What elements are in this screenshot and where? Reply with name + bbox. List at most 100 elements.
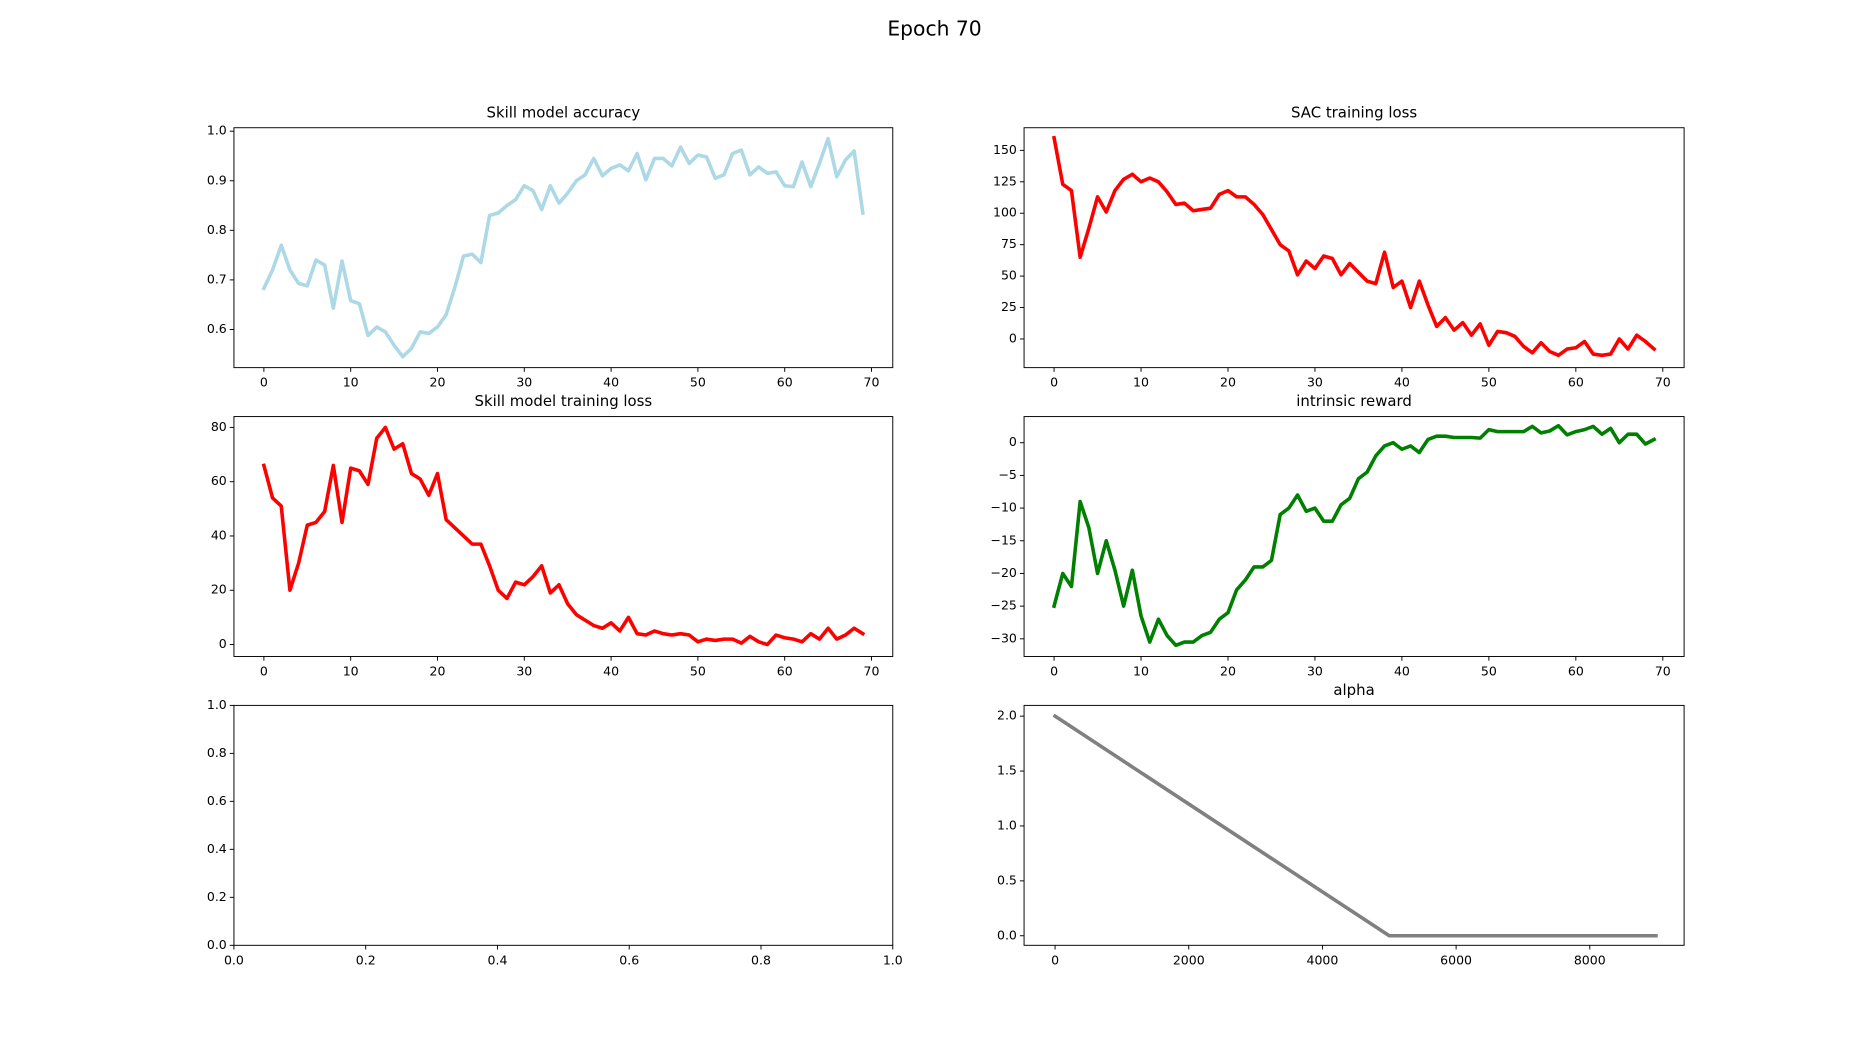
y-tick-label: −20 — [990, 565, 1016, 580]
y-tick-label: 0.0 — [997, 927, 1017, 942]
x-tick-label: 60 — [777, 375, 793, 390]
x-tick-label: 0 — [1050, 375, 1058, 390]
x-tick-label: 0.4 — [488, 952, 508, 967]
x-tick-label: 10 — [1133, 663, 1149, 678]
y-tick-label: 0 — [1009, 434, 1017, 449]
axes-frame — [233, 127, 894, 369]
subplot-title: alpha — [1333, 681, 1374, 699]
y-tick-label: 0.4 — [207, 841, 227, 856]
x-tick-label: 60 — [1568, 663, 1584, 678]
y-tick-label: 80 — [211, 419, 227, 434]
y-tick-label: 40 — [211, 527, 227, 542]
y-tick-label: 0.6 — [207, 321, 227, 336]
y-tick-label: 0.5 — [997, 872, 1017, 887]
x-tick-label: 0 — [260, 375, 268, 390]
x-tick-label: 40 — [1394, 375, 1410, 390]
axes-frame — [1023, 416, 1685, 657]
x-tick-label: 4000 — [1307, 952, 1339, 967]
x-tick-label: 60 — [1568, 375, 1584, 390]
plot-area — [1051, 423, 1657, 648]
x-tick-label: 2000 — [1173, 952, 1205, 967]
x-tick-label: 70 — [864, 663, 880, 678]
y-tick-label: 125 — [993, 173, 1017, 188]
x-tick-label: 10 — [343, 375, 359, 390]
x-tick-label: 70 — [1655, 375, 1671, 390]
y-tick-label: 150 — [993, 142, 1017, 157]
y-tick-label: 50 — [1001, 268, 1017, 283]
y-tick-label: 0.7 — [207, 271, 227, 286]
y-tick-label: 60 — [211, 473, 227, 488]
subplot-title: Skill model training loss — [475, 392, 653, 410]
y-tick-label: 1.0 — [997, 817, 1017, 832]
y-tick-label: 100 — [993, 205, 1017, 220]
x-tick-label: 40 — [603, 375, 619, 390]
subplot-title: SAC training loss — [1291, 103, 1417, 121]
x-tick-label: 50 — [1481, 663, 1497, 678]
axes-frame — [233, 416, 894, 657]
y-tick-label: −30 — [990, 630, 1016, 645]
x-tick-label: 0.8 — [751, 952, 771, 967]
data-line — [1051, 423, 1657, 648]
x-tick-label: 0.6 — [619, 952, 639, 967]
y-tick-label: −15 — [990, 532, 1016, 547]
x-tick-label: 6000 — [1440, 952, 1472, 967]
y-tick-label: −10 — [990, 500, 1016, 515]
x-tick-label: 20 — [430, 663, 446, 678]
y-tick-label: 1.0 — [207, 123, 227, 138]
data-line — [1051, 135, 1657, 358]
x-tick-label: 40 — [603, 663, 619, 678]
y-tick-label: 1.5 — [997, 763, 1017, 778]
x-tick-label: 30 — [516, 375, 532, 390]
y-tick-label: 0 — [1009, 330, 1017, 345]
x-tick-label: 30 — [1307, 663, 1323, 678]
x-tick-label: 1.0 — [883, 952, 903, 967]
subplot-title: Skill model accuracy — [487, 103, 641, 121]
x-tick-label: 20 — [1220, 663, 1236, 678]
y-tick-label: −25 — [990, 598, 1016, 613]
x-tick-label: 30 — [1307, 375, 1323, 390]
x-tick-label: 50 — [1481, 375, 1497, 390]
figure-title: Epoch 70 — [887, 16, 981, 40]
plot-area — [261, 136, 865, 359]
x-tick-label: 30 — [516, 663, 532, 678]
x-tick-label: 0.2 — [356, 952, 376, 967]
x-tick-label: 8000 — [1574, 952, 1606, 967]
data-line — [1052, 713, 1658, 938]
y-tick-label: 20 — [211, 582, 227, 597]
x-tick-label: 40 — [1394, 663, 1410, 678]
x-tick-label: 70 — [1655, 663, 1671, 678]
plot-area — [1051, 135, 1657, 358]
x-tick-label: 60 — [777, 663, 793, 678]
y-tick-label: 0.9 — [207, 172, 227, 187]
y-tick-label: 2.0 — [997, 708, 1017, 723]
plot-area — [1052, 713, 1658, 938]
plot-area — [261, 425, 866, 647]
data-line — [261, 136, 865, 359]
y-tick-label: 0.8 — [207, 745, 227, 760]
x-tick-label: 0 — [260, 663, 268, 678]
x-tick-label: 20 — [1220, 375, 1236, 390]
x-tick-label: 50 — [690, 663, 706, 678]
y-tick-label: 0 — [219, 636, 227, 651]
y-tick-label: 0.2 — [207, 889, 227, 904]
x-tick-label: 0 — [1051, 952, 1059, 967]
y-tick-label: 0.8 — [207, 222, 227, 237]
subplot-title: intrinsic reward — [1296, 392, 1412, 410]
y-tick-label: −5 — [998, 467, 1016, 482]
axes-frame — [233, 704, 894, 946]
data-line — [261, 425, 866, 647]
y-tick-label: 1.0 — [207, 697, 227, 712]
x-tick-label: 10 — [343, 663, 359, 678]
y-tick-label: 0.6 — [207, 793, 227, 808]
x-tick-label: 0.0 — [224, 952, 244, 967]
axes-frame — [1023, 127, 1685, 369]
x-tick-label: 0 — [1050, 663, 1058, 678]
x-tick-label: 10 — [1133, 375, 1149, 390]
x-tick-label: 20 — [430, 375, 446, 390]
y-tick-label: 0.0 — [207, 937, 227, 952]
y-tick-label: 75 — [1001, 236, 1017, 251]
x-tick-label: 70 — [864, 375, 880, 390]
axes-frame — [1023, 704, 1685, 946]
x-tick-label: 50 — [690, 375, 706, 390]
